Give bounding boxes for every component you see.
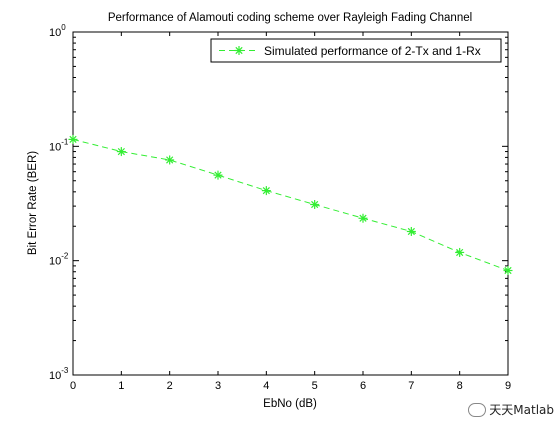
- data-point: [406, 226, 416, 236]
- marker-stroke: [359, 214, 367, 222]
- x-tick-label: 6: [360, 380, 366, 392]
- marker-stroke: [262, 186, 270, 195]
- legend: Simulated performance of 2-Tx and 1-Rx: [210, 38, 502, 63]
- y-tick-label: 100: [49, 23, 66, 39]
- data-point: [165, 155, 175, 165]
- x-tick-label: 5: [312, 380, 318, 392]
- x-tick-label: 7: [408, 380, 414, 392]
- data-point: [455, 247, 465, 257]
- marker-stroke: [235, 46, 243, 55]
- marker-stroke: [166, 156, 174, 164]
- chat-bubble-icon: [468, 402, 487, 417]
- legend-marker-star: [234, 46, 244, 55]
- plot-area: [72, 31, 509, 376]
- watermark-text: 天天Matlab: [489, 403, 554, 417]
- y-tick-label: 10-3: [49, 366, 69, 382]
- data-point: [68, 134, 78, 144]
- marker-stroke: [69, 135, 77, 144]
- legend-box: [210, 38, 502, 63]
- watermark: 天天Matlab: [468, 401, 554, 418]
- legend-marker: [234, 46, 244, 55]
- x-tick-label: 4: [263, 380, 269, 392]
- y-tick-label: 10-2: [49, 252, 69, 268]
- marker-stroke: [117, 147, 125, 156]
- x-tick-label: 1: [118, 380, 124, 392]
- marker-stroke: [407, 227, 415, 236]
- legend-label: Simulated performance of 2-Tx and 1-Rx: [264, 44, 481, 58]
- y-axis-label: Bit Error Rate (BER): [27, 151, 39, 255]
- data-point: [310, 199, 320, 209]
- marker-stroke: [456, 248, 464, 257]
- chart-title: Performance of Alamouti coding scheme ov…: [108, 12, 472, 24]
- axis-ticks: 0 1 2 3 4 5 6 7 8 9 100 10-1 10-2 10-3: [49, 23, 511, 392]
- x-axis-label: EbNo (dB): [263, 398, 317, 410]
- y-tick-label: 10-1: [49, 137, 69, 153]
- x-tick-label: 9: [505, 380, 511, 392]
- series-line: [72, 138, 509, 271]
- data-point: [116, 147, 126, 157]
- x-tick-label: 3: [215, 380, 221, 392]
- data-point: [358, 213, 368, 223]
- marker-stroke: [311, 200, 319, 209]
- data-point: [213, 170, 223, 180]
- x-tick-label: 0: [70, 380, 76, 392]
- x-tick-label: 8: [457, 380, 463, 392]
- series-layer: [68, 134, 513, 276]
- data-point: [503, 266, 513, 276]
- data-point: [261, 186, 271, 196]
- marker-stroke: [504, 266, 512, 275]
- x-tick-label: 2: [167, 380, 173, 392]
- marker-stroke: [214, 171, 222, 179]
